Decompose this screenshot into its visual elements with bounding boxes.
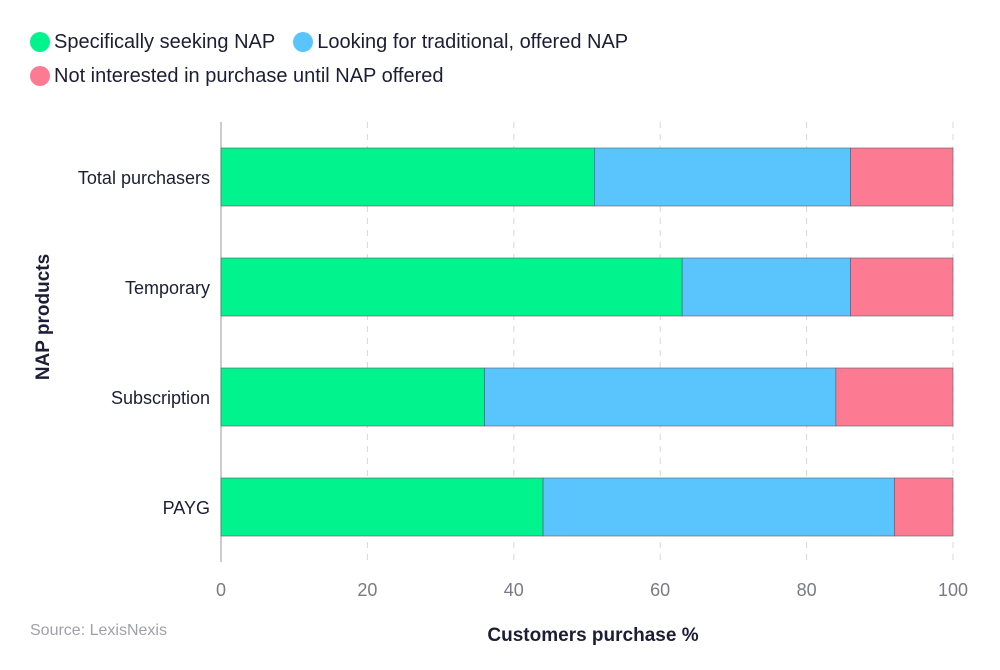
bar-segment: [220, 257, 683, 317]
y-axis-title: NAP products: [33, 254, 54, 380]
legend-label: Not interested in purchase until NAP off…: [54, 64, 444, 87]
bar-segment: [220, 477, 544, 537]
x-tick-label: 100: [938, 580, 968, 600]
y-tick-label: Temporary: [125, 278, 210, 298]
y-tick-label: PAYG: [163, 498, 210, 518]
y-tick-label: Subscription: [111, 388, 210, 408]
bar-segment: [681, 257, 851, 317]
y-tick-label: Total purchasers: [78, 168, 210, 188]
bar-segment: [484, 367, 837, 427]
bar-segment: [220, 367, 485, 427]
x-tick-label: 20: [357, 580, 377, 600]
legend-item: Specifically seeking NAP: [30, 28, 275, 56]
bar-segment: [594, 147, 851, 207]
legend-swatch: [30, 66, 50, 86]
x-tick-label: 0: [216, 580, 226, 600]
bar-segment: [850, 147, 954, 207]
x-tick-label: 60: [650, 580, 670, 600]
bar-segment: [542, 477, 895, 537]
source-note: Source: LexisNexis: [30, 622, 167, 639]
legend: Specifically seeking NAP Looking for trad…: [30, 28, 750, 96]
x-tick-label: 40: [504, 580, 524, 600]
bar-segment: [220, 147, 595, 207]
x-tick-label: 80: [797, 580, 817, 600]
legend-swatch: [30, 32, 50, 52]
legend-item: Looking for traditional, offered NAP: [293, 28, 628, 56]
bar-segment: [835, 367, 954, 427]
x-axis-title: Customers purchase %: [487, 625, 698, 646]
bar-segment: [894, 477, 954, 537]
legend-swatch: [293, 32, 314, 52]
legend-label: Specifically seeking NAP: [54, 30, 276, 53]
legend-item: Not interested in purchase until NAP off…: [30, 62, 444, 90]
legend-label: Looking for traditional, offered NAP: [317, 30, 629, 53]
bar-segment: [850, 257, 954, 317]
